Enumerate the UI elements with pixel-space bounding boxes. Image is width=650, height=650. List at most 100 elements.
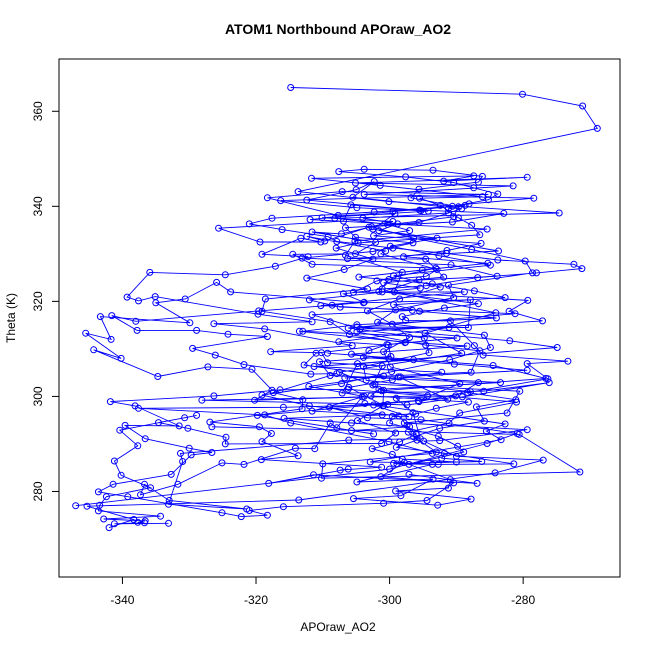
- data-point: [295, 496, 303, 504]
- data-point: [444, 281, 452, 289]
- data-point: [305, 402, 313, 410]
- x-axis-label: APOraw_AO2: [300, 620, 376, 634]
- data-point: [333, 424, 341, 432]
- data-point: [474, 300, 482, 308]
- data-point: [440, 273, 448, 281]
- data-point: [210, 392, 218, 400]
- data-point: [402, 173, 410, 181]
- data-point: [221, 271, 229, 279]
- data-point: [474, 178, 482, 186]
- data-point: [333, 238, 341, 245]
- data-point: [433, 266, 441, 273]
- data-point: [335, 168, 343, 176]
- data-point: [482, 427, 490, 435]
- data-point: [523, 173, 531, 181]
- data-point: [137, 491, 144, 499]
- data-point: [208, 449, 216, 456]
- data-point: [579, 102, 587, 110]
- data-point: [344, 465, 352, 473]
- data-point: [240, 460, 248, 468]
- data-point: [423, 497, 431, 504]
- data-point: [131, 402, 139, 410]
- data-point: [368, 445, 376, 453]
- data-point: [258, 250, 266, 258]
- data-point: [344, 255, 351, 263]
- data-point: [338, 380, 345, 388]
- data-point: [308, 174, 315, 182]
- data-point: [446, 317, 454, 325]
- data-point: [456, 380, 464, 388]
- data-point: [524, 296, 532, 304]
- data-point: [348, 350, 355, 358]
- data-point: [134, 442, 142, 450]
- data-point: [294, 452, 302, 460]
- data-point: [452, 392, 460, 400]
- data-point: [279, 403, 287, 411]
- data-point: [311, 445, 319, 453]
- y-axis: 280 300 320 340 360: [31, 101, 60, 501]
- data-point: [416, 194, 424, 202]
- data-point: [300, 361, 308, 369]
- data-point: [366, 458, 374, 466]
- data-point: [157, 512, 164, 520]
- data-point: [415, 219, 423, 226]
- data-point: [308, 260, 316, 268]
- data-point: [513, 398, 520, 406]
- data-point: [265, 479, 273, 487]
- data-point: [185, 444, 193, 452]
- data-point: [422, 255, 430, 263]
- data-point: [352, 186, 360, 194]
- data-point: [193, 326, 201, 334]
- data-point: [277, 197, 285, 205]
- y-tick-label: 320: [31, 291, 45, 311]
- data-point: [353, 478, 361, 486]
- data-point: [390, 459, 398, 467]
- data-point: [187, 451, 195, 459]
- data-point: [123, 293, 131, 301]
- data-point: [297, 234, 305, 242]
- data-point: [83, 502, 91, 510]
- data-point: [279, 503, 287, 511]
- data-point: [258, 391, 266, 399]
- data-point: [398, 455, 406, 463]
- data-point: [102, 493, 110, 501]
- data-point: [189, 344, 197, 352]
- data-point: [369, 381, 377, 389]
- data-point: [564, 357, 572, 365]
- data-point: [545, 379, 553, 387]
- data-point: [324, 233, 332, 241]
- series-line: [97, 87, 599, 525]
- data-point: [198, 396, 206, 404]
- data-point: [434, 432, 442, 440]
- data-point: [305, 296, 313, 304]
- data-point: [218, 509, 226, 517]
- data-point: [338, 230, 345, 238]
- data-point: [355, 273, 363, 281]
- data-point: [287, 84, 295, 91]
- data-point: [294, 188, 302, 196]
- y-axis-label: Theta (K): [4, 293, 18, 343]
- data-point: [307, 370, 315, 378]
- data-point: [474, 274, 482, 282]
- data-point: [417, 416, 425, 424]
- data-point: [332, 244, 340, 252]
- data-point: [340, 266, 348, 273]
- data-point: [440, 449, 448, 457]
- data-point: [132, 317, 140, 325]
- data-point: [456, 409, 464, 417]
- data-point: [413, 436, 421, 444]
- data-point: [378, 411, 386, 419]
- data-point: [429, 166, 437, 174]
- data-point: [116, 426, 124, 434]
- data-point: [404, 428, 412, 436]
- data-point: [141, 519, 148, 527]
- data-point: [308, 311, 316, 319]
- data-point: [405, 470, 413, 478]
- data-point: [436, 437, 444, 445]
- data-point: [501, 420, 509, 428]
- data-point: [479, 351, 487, 359]
- data-point: [135, 297, 142, 305]
- data-point: [454, 203, 462, 211]
- data-point: [415, 185, 423, 193]
- data-point: [124, 493, 132, 501]
